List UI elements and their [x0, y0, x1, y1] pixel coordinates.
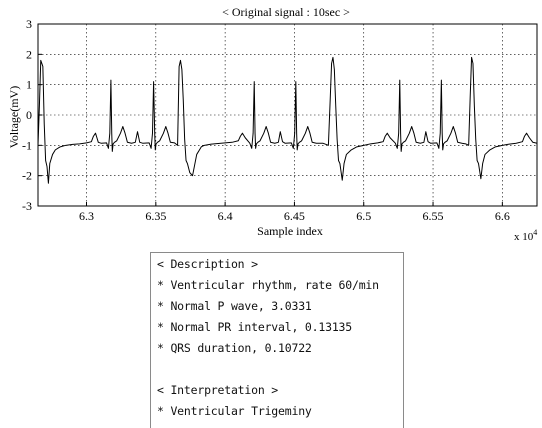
y-tick-label: -1: [22, 138, 32, 152]
description-item: * Ventricular rhythm, rate 60/min: [157, 278, 379, 292]
interpretation-item: * Ventricular Trigeminy: [157, 404, 312, 418]
y-tick-label: -2: [22, 169, 32, 183]
x-axis-multiplier-exponent: 4: [533, 228, 537, 237]
x-axis-multiplier-base: x 10: [514, 231, 534, 243]
ecg-chart: < Original signal : 10sec > 6.3 6.35 6.4 6.…: [7, 5, 538, 243]
x-tick-label: 6.55: [423, 209, 444, 223]
description-item: * Normal P wave, 3.0331: [157, 299, 312, 313]
x-tick-label: 6.4: [218, 209, 233, 223]
axis-ticks: 6.3 6.35 6.4 6.45 6.5 6.55 6.6 -3 -2 -1 0 1 2 3: [22, 17, 510, 223]
y-tick-label: -3: [22, 199, 32, 213]
grid-lines: [38, 24, 537, 206]
x-tick-label: 6.6: [495, 209, 510, 223]
x-tick-label: 6.5: [356, 209, 371, 223]
y-axis-label: Voltage(mV): [7, 86, 21, 148]
x-tick-label: 6.45: [284, 209, 305, 223]
chart-title: < Original signal : 10sec >: [222, 5, 350, 19]
x-tick-label: 6.3: [79, 209, 94, 223]
x-axis-multiplier: x 104: [514, 228, 537, 243]
y-tick-label: 0: [26, 108, 32, 122]
description-header: < Description >: [157, 257, 258, 271]
description-item: * Normal PR interval, 0.13135: [157, 320, 352, 334]
interpretation-header: < Interpretation >: [157, 383, 279, 397]
description-item: * QRS duration, 0.10722: [157, 341, 312, 355]
ecg-signal-line: [37, 56, 538, 184]
x-axis-label: Sample index: [257, 224, 323, 238]
description-panel: < Description > * Ventricular rhythm, ra…: [150, 252, 404, 428]
y-tick-label: 2: [26, 47, 32, 61]
y-tick-label: 3: [26, 17, 32, 31]
y-tick-label: 1: [26, 78, 32, 92]
x-tick-label: 6.35: [145, 209, 166, 223]
